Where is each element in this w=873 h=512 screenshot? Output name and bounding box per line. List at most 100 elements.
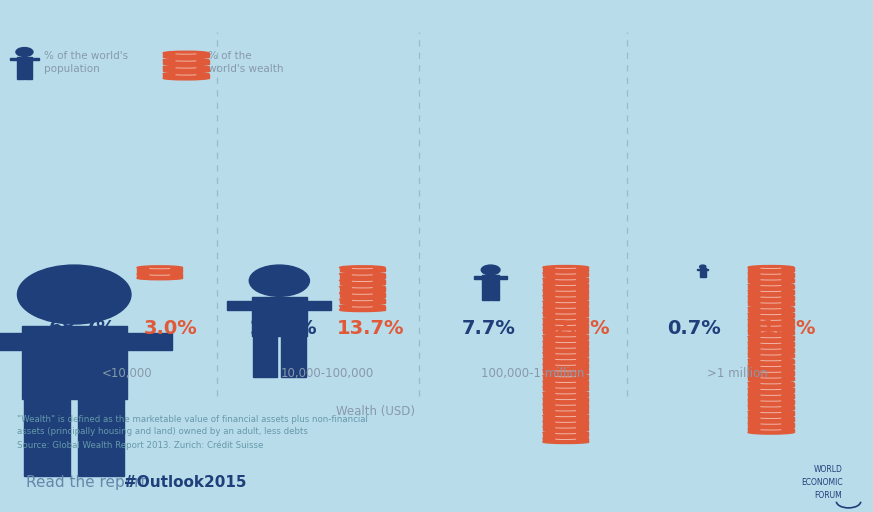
- Ellipse shape: [748, 271, 794, 275]
- Ellipse shape: [340, 285, 385, 288]
- Bar: [543, 364, 588, 368]
- Ellipse shape: [543, 385, 588, 389]
- Ellipse shape: [543, 437, 588, 440]
- Bar: [543, 324, 588, 328]
- Ellipse shape: [543, 339, 588, 343]
- Ellipse shape: [543, 362, 588, 366]
- Text: Wealth (USD): Wealth (USD): [336, 405, 415, 418]
- Ellipse shape: [543, 323, 588, 326]
- Ellipse shape: [137, 276, 182, 280]
- Ellipse shape: [543, 397, 588, 400]
- Bar: [748, 359, 794, 363]
- Bar: [748, 354, 794, 357]
- Ellipse shape: [137, 272, 182, 276]
- Ellipse shape: [748, 300, 794, 304]
- Bar: [748, 331, 794, 334]
- Ellipse shape: [748, 317, 794, 321]
- Bar: [340, 287, 385, 291]
- Bar: [748, 325, 794, 329]
- Bar: [543, 273, 588, 276]
- Circle shape: [250, 265, 309, 296]
- Bar: [543, 438, 588, 442]
- Bar: [17, 68, 24, 79]
- Ellipse shape: [748, 421, 794, 425]
- Bar: [25, 68, 32, 79]
- Bar: [748, 290, 794, 294]
- Bar: [491, 287, 498, 300]
- Ellipse shape: [543, 374, 588, 377]
- Ellipse shape: [543, 408, 588, 412]
- Bar: [227, 301, 251, 310]
- Bar: [748, 382, 794, 386]
- Ellipse shape: [543, 311, 588, 314]
- Ellipse shape: [543, 402, 588, 406]
- Ellipse shape: [543, 425, 588, 429]
- Bar: [340, 274, 385, 278]
- Ellipse shape: [748, 346, 794, 350]
- Ellipse shape: [748, 329, 794, 332]
- Text: % of the world's
population: % of the world's population: [44, 52, 127, 74]
- Bar: [543, 279, 588, 282]
- Bar: [163, 67, 209, 71]
- Ellipse shape: [543, 288, 588, 292]
- Bar: [10, 58, 17, 60]
- Bar: [474, 276, 482, 279]
- Ellipse shape: [543, 306, 588, 309]
- Text: 0.7%: 0.7%: [667, 319, 721, 338]
- Bar: [543, 393, 588, 396]
- Ellipse shape: [543, 357, 588, 360]
- Bar: [748, 319, 794, 323]
- Bar: [543, 375, 588, 379]
- Text: % of the
world's wealth: % of the world's wealth: [208, 52, 283, 74]
- Bar: [163, 60, 209, 64]
- Bar: [748, 285, 794, 288]
- Bar: [543, 410, 588, 413]
- Ellipse shape: [543, 266, 588, 269]
- Bar: [22, 326, 127, 399]
- Ellipse shape: [748, 404, 794, 408]
- Ellipse shape: [163, 65, 209, 69]
- Text: 10,000-100,000: 10,000-100,000: [281, 367, 374, 380]
- Bar: [543, 342, 588, 345]
- Ellipse shape: [748, 369, 794, 373]
- Ellipse shape: [340, 272, 385, 275]
- Circle shape: [481, 265, 500, 275]
- Bar: [748, 394, 794, 398]
- Text: #Outlook2015: #Outlook2015: [124, 475, 246, 490]
- Text: 68.7%: 68.7%: [49, 319, 117, 338]
- Bar: [748, 296, 794, 300]
- Text: ECONOMIC: ECONOMIC: [801, 478, 842, 487]
- Ellipse shape: [748, 277, 794, 281]
- Ellipse shape: [748, 289, 794, 292]
- Bar: [543, 307, 588, 311]
- Ellipse shape: [340, 298, 385, 301]
- Ellipse shape: [543, 277, 588, 281]
- Bar: [543, 313, 588, 316]
- Bar: [543, 427, 588, 431]
- Ellipse shape: [748, 387, 794, 390]
- Bar: [340, 300, 385, 304]
- Bar: [0, 333, 22, 350]
- Bar: [700, 268, 705, 272]
- Ellipse shape: [748, 393, 794, 396]
- Bar: [543, 318, 588, 322]
- Ellipse shape: [748, 266, 794, 269]
- Bar: [700, 272, 703, 276]
- Ellipse shape: [748, 375, 794, 378]
- Bar: [748, 313, 794, 317]
- Bar: [543, 284, 588, 288]
- Bar: [307, 301, 332, 310]
- Bar: [340, 306, 385, 310]
- Circle shape: [17, 265, 131, 324]
- Bar: [483, 287, 490, 300]
- Bar: [340, 280, 385, 284]
- Ellipse shape: [543, 300, 588, 303]
- Bar: [137, 274, 182, 278]
- Ellipse shape: [543, 328, 588, 332]
- Text: <10,000: <10,000: [101, 367, 152, 380]
- Bar: [543, 353, 588, 356]
- Ellipse shape: [543, 391, 588, 394]
- Ellipse shape: [340, 304, 385, 308]
- Ellipse shape: [340, 291, 385, 295]
- Bar: [79, 399, 124, 476]
